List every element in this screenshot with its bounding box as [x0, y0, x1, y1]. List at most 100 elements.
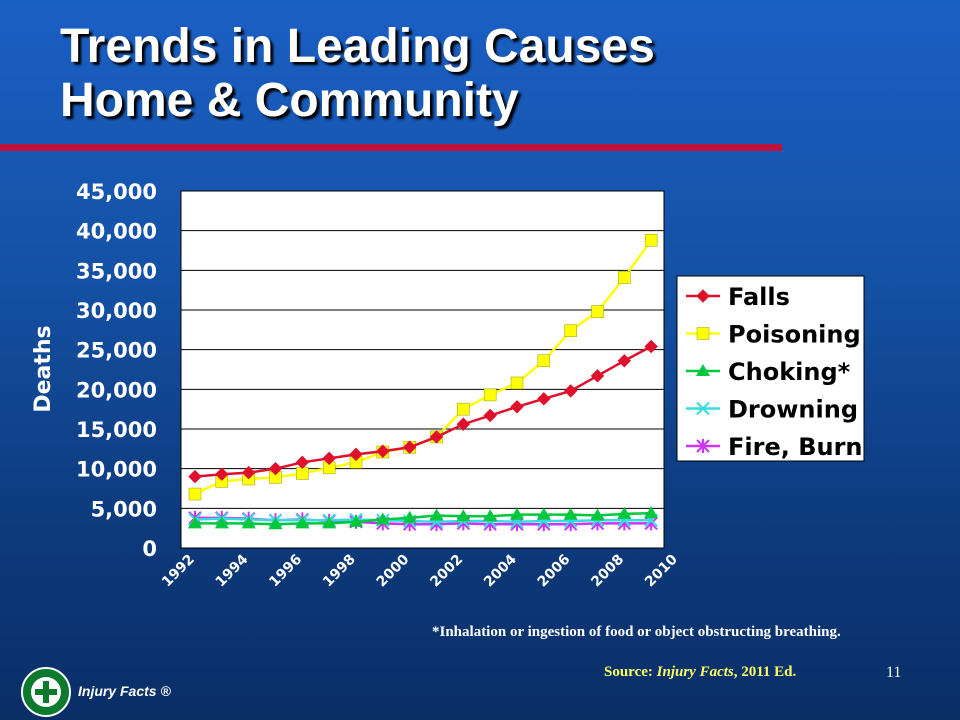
- data-point: [188, 516, 202, 529]
- y-tick-label: 35,000: [76, 259, 157, 283]
- grid-lines: [181, 190, 664, 509]
- data-point: [241, 465, 256, 480]
- legend-box: [676, 275, 865, 462]
- legend-entries: Falls Poisoning Choking* Drowning Fire, Burn: [686, 283, 863, 461]
- data-point: [188, 487, 202, 501]
- y-axis-label: Deaths: [31, 325, 56, 412]
- data-point: [644, 506, 659, 519]
- data-point: [376, 444, 390, 458]
- data-point: [322, 451, 336, 466]
- legend-item: Choking*: [686, 358, 851, 386]
- marker-stroke: [696, 401, 710, 416]
- y-tick-label: 30,000: [76, 299, 157, 323]
- source-title: Injury Facts: [656, 664, 734, 680]
- data-point: [617, 354, 632, 368]
- series-line: [195, 511, 652, 526]
- data-point: [590, 508, 605, 521]
- legend-marker: [696, 439, 710, 453]
- title-rule: [0, 144, 782, 151]
- data-point: [214, 516, 229, 529]
- source-note: Source: Injury Facts, 2011 Ed.: [604, 664, 796, 681]
- page-number: 11: [886, 664, 902, 681]
- data-point: [644, 339, 658, 354]
- x-tick-label: 2004: [481, 551, 520, 590]
- data-point: [510, 400, 524, 414]
- legend-marker: [696, 289, 710, 303]
- y-tick-label: 40,000: [76, 220, 157, 244]
- x-tick-labels: 1992 1994 1996 1998 2000 2002 2004 2006 2008 2010: [159, 551, 681, 590]
- x-tick-label: 1994: [213, 551, 252, 590]
- data-point: [537, 392, 551, 406]
- y-tick-label: 20,000: [76, 378, 157, 402]
- data-point: [322, 516, 337, 529]
- data-point: [295, 455, 310, 470]
- x-tick-label: 2002: [427, 552, 466, 591]
- data-point: [617, 506, 632, 519]
- data-point: [564, 324, 577, 337]
- legend-marker: [696, 401, 710, 416]
- legend-label: Drowning: [728, 396, 858, 424]
- data-point: [483, 388, 497, 402]
- y-tick-label: 45,000: [76, 180, 157, 204]
- data-point: [510, 376, 524, 390]
- source-prefix: Source:: [604, 664, 657, 680]
- data-point: [402, 440, 417, 454]
- series-falls: [188, 339, 658, 484]
- national-safety-council-logo: [21, 667, 71, 717]
- data-point: [296, 467, 309, 480]
- series-line: [194, 517, 652, 524]
- y-tick-label: 10,000: [76, 458, 157, 482]
- page-title: Trends in Leading Causes Home & Communit…: [60, 20, 900, 128]
- data-point: [483, 509, 498, 522]
- data-point: [215, 467, 229, 481]
- x-tick-label: 2000: [374, 551, 413, 590]
- data-point: [349, 447, 363, 462]
- x-tick-label: 1998: [320, 552, 359, 591]
- data-point: [268, 517, 283, 530]
- x-tick-label: 2006: [535, 552, 574, 591]
- source-suffix: , 2011 Ed.: [733, 664, 797, 680]
- legend-marker: [696, 364, 710, 376]
- data-point: [537, 354, 551, 368]
- legend-label: Falls: [728, 283, 790, 311]
- y-tick-labels: 0 5,000 10,000 15,000 20,000 25,000 30,000 35,0…: [76, 180, 157, 561]
- data-point: [457, 402, 470, 416]
- data-point: [429, 508, 444, 521]
- y-tick-label: 25,000: [76, 339, 157, 363]
- legend-label: Poisoning: [728, 321, 861, 349]
- x-tick-label: 1992: [159, 552, 198, 591]
- x-tick-label: 1996: [266, 552, 305, 591]
- legend-item: Poisoning: [686, 321, 861, 349]
- data-point: [402, 510, 417, 523]
- series-layer: [188, 233, 659, 532]
- data-point: [483, 408, 497, 423]
- y-tick-label: 5,000: [91, 497, 157, 521]
- legend-item: Fire, Burn: [686, 433, 863, 461]
- series-choking: [188, 506, 659, 530]
- legend-marker: [696, 327, 710, 340]
- legend-item: Drowning: [686, 396, 858, 424]
- y-tick-label: 0: [142, 537, 157, 561]
- data-point: [563, 507, 578, 520]
- data-point: [429, 430, 444, 444]
- legend-label: Choking*: [728, 358, 851, 386]
- data-point: [295, 516, 310, 529]
- plot-area: [180, 190, 665, 549]
- data-point: [590, 369, 605, 383]
- x-tick-label: 2008: [588, 552, 627, 591]
- data-point: [644, 233, 658, 247]
- line-chart: 0 5,000 10,000 15,000 20,000 25,000 30,000 35,0…: [31, 180, 865, 590]
- footnote: *Inhalation or ingestion of food or obje…: [432, 624, 841, 640]
- title-line-1: Trends in Leading Causes: [60, 20, 655, 73]
- data-point: [536, 507, 551, 520]
- title-line-2: Home & Community: [60, 74, 519, 127]
- legend-item: Falls: [686, 283, 790, 311]
- data-point: [349, 514, 363, 527]
- data-point: [456, 509, 471, 522]
- y-tick-label: 15,000: [76, 418, 157, 442]
- data-point: [188, 469, 202, 484]
- data-point: [241, 516, 256, 529]
- data-point: [268, 461, 283, 476]
- data-point: [375, 512, 390, 525]
- data-point: [456, 417, 471, 431]
